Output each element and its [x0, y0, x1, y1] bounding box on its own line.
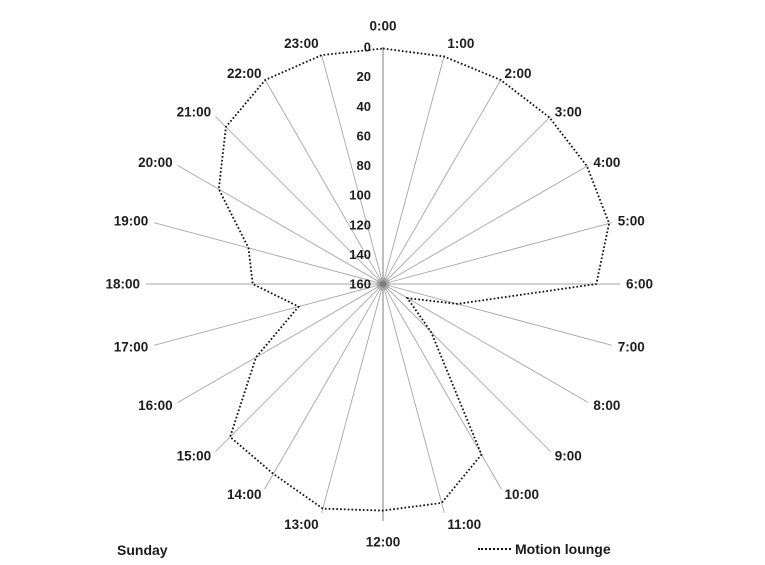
spoke-line	[382, 222, 613, 285]
spoke-line	[382, 54, 445, 285]
hour-label-200: 2:00	[505, 66, 532, 81]
spoke-line	[321, 283, 384, 514]
value-tick-labels: 0 20 40 60 80 100 120 140 160	[349, 40, 371, 292]
hour-label-500: 5:00	[618, 214, 645, 229]
spoke-line	[321, 54, 384, 285]
spoke-line	[264, 283, 384, 490]
spoke-line	[153, 222, 384, 285]
hour-label-000: 0:00	[369, 19, 396, 34]
hour-labels: 0:00 1:00 2:00 3:00 4:00 5:00 6:00 7:00 8:00 9:00…	[105, 19, 653, 550]
hour-label-800: 8:00	[593, 398, 620, 413]
value-tick-label: 100	[349, 188, 371, 203]
spoke-line	[215, 116, 384, 285]
hour-label-600: 6:00	[626, 277, 653, 292]
hour-label-400: 4:00	[593, 155, 620, 170]
hour-label-700: 7:00	[618, 339, 645, 354]
value-tick-label: 20	[357, 69, 371, 84]
hour-label-1300: 13:00	[284, 517, 319, 532]
spoke-line	[177, 165, 384, 285]
spoke-line	[382, 78, 502, 285]
value-tick-label: 120	[349, 217, 371, 232]
hour-label-100: 1:00	[447, 36, 474, 51]
spoke-line	[382, 165, 589, 285]
hour-label-2000: 20:00	[138, 155, 173, 170]
hour-label-300: 3:00	[555, 105, 582, 120]
legend-series-label: Motion lounge	[515, 541, 611, 557]
value-tick-label: 40	[357, 99, 371, 114]
spoke-line	[382, 283, 551, 452]
spoke-line	[215, 283, 384, 452]
hour-label-2100: 21:00	[177, 105, 212, 120]
spoke-line	[382, 283, 589, 403]
value-tick-label: 0	[364, 40, 371, 55]
day-label: Sunday	[117, 542, 168, 558]
hour-label-2200: 22:00	[227, 66, 262, 81]
value-tick-label: 160	[349, 277, 371, 292]
value-tick-label: 80	[357, 158, 371, 173]
hour-label-1500: 15:00	[177, 448, 212, 463]
hour-label-1800: 18:00	[105, 277, 140, 292]
hour-label-1400: 14:00	[227, 487, 262, 502]
hour-label-1200: 12:00	[366, 535, 401, 550]
spoke-line	[382, 283, 502, 490]
hour-label-1000: 10:00	[505, 487, 540, 502]
spoke-line	[382, 116, 551, 285]
legend: Motion lounge	[478, 541, 611, 557]
hour-label-1100: 11:00	[447, 517, 481, 532]
hour-label-1900: 19:00	[114, 214, 149, 229]
spoke-line	[177, 283, 384, 403]
spoke-line	[153, 283, 384, 346]
series-motion-lounge	[217, 47, 611, 512]
value-tick-label: 60	[357, 128, 371, 143]
legend-dotted-line-swatch	[478, 548, 511, 550]
center-hub-inner	[379, 280, 387, 288]
hour-label-900: 9:00	[555, 448, 582, 463]
spoke-line	[264, 78, 384, 285]
hour-label-1600: 16:00	[138, 398, 173, 413]
value-tick-label: 140	[349, 247, 371, 262]
spoke-line	[382, 283, 445, 514]
hour-label-1700: 17:00	[114, 339, 149, 354]
hour-label-2300: 23:00	[284, 36, 319, 51]
center-hub	[376, 277, 390, 291]
spoke-line	[382, 283, 613, 346]
